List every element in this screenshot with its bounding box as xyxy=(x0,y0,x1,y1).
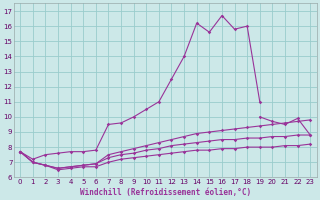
X-axis label: Windchill (Refroidissement éolien,°C): Windchill (Refroidissement éolien,°C) xyxy=(80,188,251,197)
